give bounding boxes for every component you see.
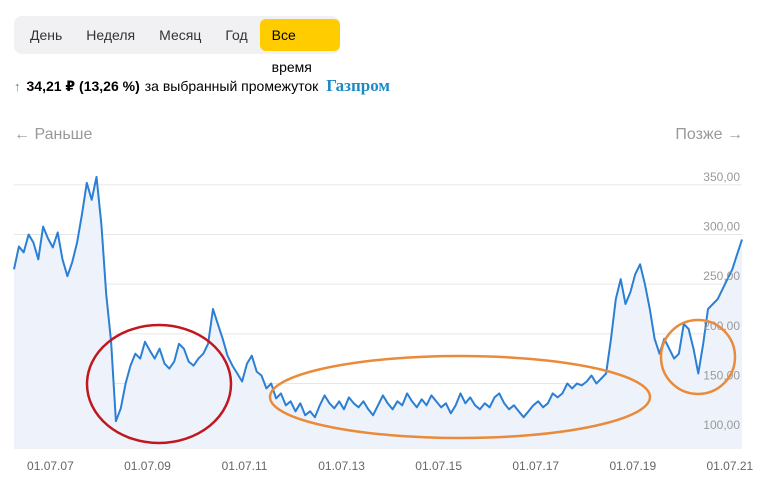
x-axis-labels: 01.07.07 01.07.09 01.07.11 01.07.13 01.07.15… [27, 459, 754, 473]
x-tick-label: 01.07.09 [124, 459, 171, 473]
earlier-button[interactable]: ← Раньше [14, 126, 93, 143]
orange-annotation-ellipse [268, 354, 652, 440]
y-tick-label: 100,00 [703, 418, 740, 432]
x-tick-label: 01.07.21 [707, 459, 754, 473]
ticker-label: Газпром [326, 76, 390, 95]
range-tab-2[interactable]: Месяц [159, 27, 202, 43]
x-tick-label: 01.07.07 [27, 459, 74, 473]
x-tick-label: 01.07.19 [609, 459, 656, 473]
x-tick-label: 01.07.15 [415, 459, 462, 473]
period-text: за выбранный промежуток [144, 78, 319, 94]
price-area-fill [14, 176, 742, 448]
price-change-value: 34,21 ₽ (13,26 %) [26, 77, 140, 94]
y-tick-label: 300,00 [703, 220, 740, 234]
x-tick-label: 01.07.17 [512, 459, 559, 473]
annotations [85, 318, 737, 445]
x-tick-label: 01.07.13 [318, 459, 365, 473]
x-tick-label: 01.07.11 [222, 459, 268, 473]
up-arrow-icon: ↑ [14, 78, 21, 94]
later-button[interactable]: Позже → [675, 126, 743, 143]
price-line [13, 175, 743, 423]
price-change-summary: ↑ 34,21 ₽ (13,26 %) за выбранный промежу… [14, 76, 390, 96]
y-tick-label: 350,00 [703, 170, 740, 184]
range-tab-4[interactable]: Все время [259, 19, 340, 75]
range-tab-3[interactable]: Год [225, 27, 248, 43]
range-tabs: День Неделя Месяц Год Все время [14, 16, 340, 75]
orange-annotation-circle [659, 318, 737, 396]
red-annotation-circle [85, 323, 233, 445]
range-tab-0[interactable]: День [30, 27, 63, 43]
range-tab-1[interactable]: Неделя [86, 27, 136, 43]
y-tick-label: 150,00 [703, 368, 740, 382]
y-tick-label: 250,00 [703, 269, 740, 283]
